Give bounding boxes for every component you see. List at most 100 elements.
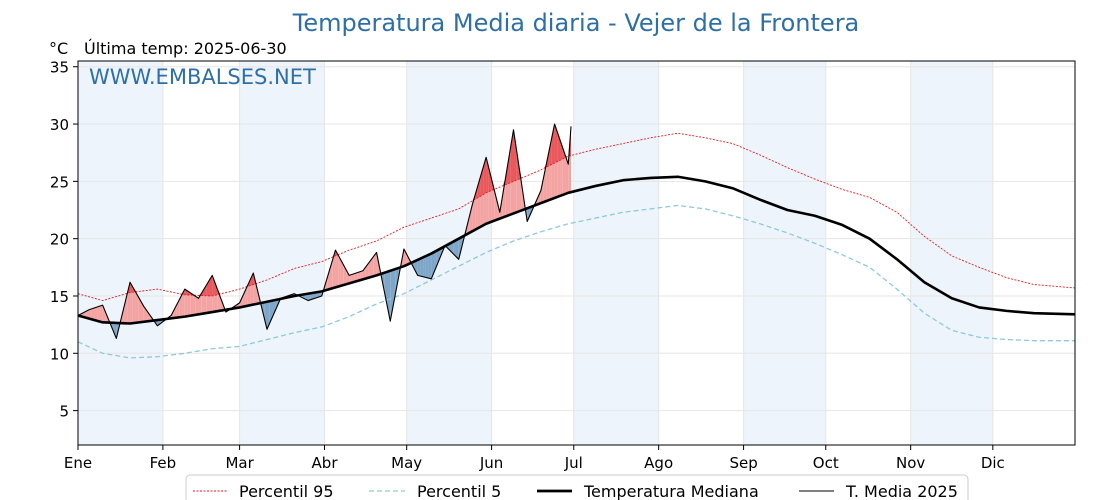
anomaly-fill-extreme	[209, 275, 213, 296]
anomaly-fill-above	[368, 259, 372, 278]
unit-label: °C	[49, 39, 68, 58]
anomaly-fill-above	[193, 294, 196, 316]
anomaly-fill-above	[469, 204, 473, 233]
anomaly-fill-extreme	[560, 140, 563, 161]
anomaly-fill-above	[327, 268, 330, 290]
anomaly-fill-below	[527, 207, 530, 222]
anomaly-fill-above	[140, 301, 144, 323]
anomaly-fill-below	[425, 254, 429, 279]
anomaly-fill-above	[97, 306, 100, 322]
month-band-jul	[573, 61, 659, 445]
x-tick-label: Mar	[225, 454, 254, 472]
anomaly-fill-below	[113, 322, 117, 339]
x-tick-label: Sep	[729, 454, 757, 472]
anomaly-fill-above	[335, 250, 339, 288]
anomaly-fill-below	[453, 240, 456, 257]
p5-line	[77, 204, 1075, 359]
anomaly-fill-below	[266, 301, 270, 330]
anomaly-fill-above	[242, 290, 246, 307]
anomaly-fill-above	[184, 289, 188, 317]
anomaly-fill-extreme	[483, 157, 487, 195]
x-tick-label: Dic	[981, 454, 1005, 472]
anomaly-fill-above	[332, 250, 336, 289]
y-tick-label: 15	[50, 288, 69, 306]
anomaly-fill-below	[392, 268, 396, 307]
legend-box	[185, 474, 969, 500]
anomaly-fill-above	[88, 308, 92, 320]
anomaly-fill-below	[420, 257, 424, 277]
anomaly-fill-extreme	[488, 168, 492, 192]
anomaly-fill-extreme	[513, 129, 517, 182]
anomaly-fill-above	[538, 190, 541, 205]
month-band-nov	[910, 61, 993, 445]
anomaly-fill-above	[135, 291, 139, 323]
anomaly-fill-below	[417, 258, 421, 277]
anomaly-fill-above	[565, 156, 569, 194]
anomaly-fill-above	[349, 274, 352, 284]
anomaly-fill-below	[450, 241, 454, 254]
legend-label-p95: Percentil 95	[239, 482, 334, 500]
anomaly-fill-below	[458, 237, 462, 260]
anomaly-fill-below	[423, 256, 426, 278]
anomaly-fill-below	[310, 292, 314, 300]
anomaly-fill-above	[86, 309, 89, 319]
anomaly-fill-below	[428, 253, 432, 279]
anomaly-fill-below	[431, 252, 435, 279]
chart-title: Temperatura Media diaria - Vejer de la F…	[292, 9, 860, 37]
anomaly-fill-extreme	[212, 275, 215, 296]
legend-label-current: T. Media 2025	[845, 482, 958, 500]
anomaly-fill-above	[472, 194, 476, 232]
anomaly-fill-above	[346, 270, 350, 285]
x-tick-label: Ene	[64, 454, 92, 472]
anomaly-fill-above	[173, 304, 177, 318]
anomaly-fill-below	[436, 249, 440, 266]
anomaly-fill-above	[179, 294, 183, 318]
series-lines	[77, 123, 1076, 359]
anomaly-fill-above	[354, 272, 358, 282]
anomaly-fill-above	[195, 296, 199, 315]
anomaly-fill-above	[357, 271, 361, 281]
x-tick-label: Jul	[564, 454, 583, 472]
anomaly-fill-above	[351, 273, 355, 283]
anomaly-fill-below	[264, 301, 267, 330]
x-tick-label: Feb	[150, 454, 177, 472]
y-tick-label: 5	[59, 403, 69, 421]
anomaly-fill-below	[272, 299, 276, 317]
x-axis-ticks: Ene Feb Mar Abr May Jun Jul Ago Sep Oct Nov Dic	[64, 445, 1005, 472]
anomaly-fill-above	[543, 163, 547, 203]
month-band-sep	[743, 61, 826, 445]
month-bands	[78, 61, 993, 445]
anomaly-fill-above	[138, 296, 141, 323]
anomaly-fill-above	[338, 255, 341, 287]
anomaly-fill-extreme	[549, 137, 552, 166]
anomaly-fill-extreme	[477, 176, 481, 198]
anomaly-fill-below	[305, 293, 309, 301]
anomaly-fill-below	[308, 293, 311, 301]
anomaly-fill-above	[502, 179, 506, 218]
x-tick-label: Nov	[896, 454, 925, 472]
anomaly-fill-extreme	[203, 284, 207, 296]
anomaly-fill-extreme	[130, 282, 133, 293]
anomaly-fill-above	[99, 305, 103, 323]
gridlines	[77, 61, 1075, 445]
anomaly-fill-above	[132, 287, 136, 324]
anomaly-fill-above	[102, 305, 106, 323]
x-tick-label: Jun	[479, 454, 503, 472]
last-temp-label: Última temp: 2025-06-30	[84, 39, 287, 58]
anomaly-fill-above	[182, 289, 185, 317]
anomaly-fill-above	[94, 306, 98, 321]
anomaly-fill-above	[494, 190, 498, 221]
anomaly-fill-above	[124, 293, 128, 324]
legend-label-p5: Percentil 5	[417, 482, 501, 500]
month-band-ene	[78, 61, 163, 445]
anomaly-fill-above	[146, 310, 150, 322]
anomaly-fill-above	[187, 290, 191, 317]
y-tick-label: 35	[50, 59, 69, 77]
anomaly-fill-above	[406, 254, 410, 265]
anomaly-fill-above	[190, 292, 194, 316]
anomaly-fill-extreme	[508, 146, 511, 184]
x-tick-label: Ago	[644, 454, 673, 472]
median-line	[77, 175, 1076, 325]
legend: Percentil 95 Percentil 5 Temperatura Med…	[185, 474, 969, 500]
